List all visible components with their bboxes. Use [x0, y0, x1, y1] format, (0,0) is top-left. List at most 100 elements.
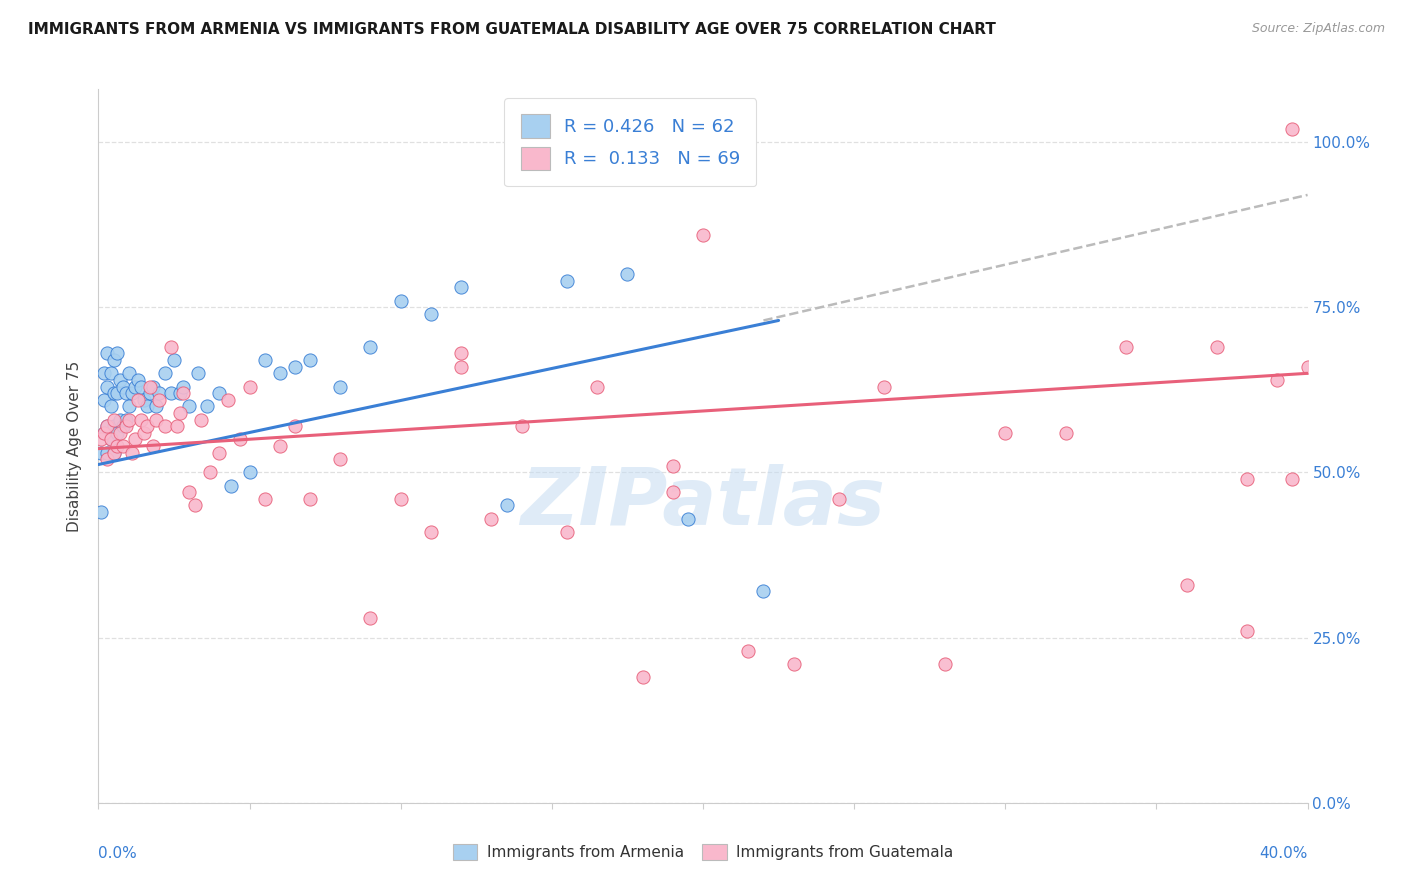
Point [208, 445, 231, 459]
Point [129, 379, 152, 393]
Point [132, 392, 155, 407]
Point [114, 386, 136, 401]
Point [389, 491, 412, 506]
Y-axis label: Disability Age Over 75: Disability Age Over 75 [67, 360, 83, 532]
Point [360, 340, 382, 354]
Point [118, 412, 141, 426]
Point [96, 419, 118, 434]
Text: IMMIGRANTS FROM ARMENIA VS IMMIGRANTS FROM GUATEMALA DISABILITY AGE OVER 75 CORR: IMMIGRANTS FROM ARMENIA VS IMMIGRANTS FR… [28, 22, 995, 37]
Point [108, 373, 131, 387]
Point [692, 227, 714, 242]
Point [269, 439, 291, 453]
Point [1054, 425, 1077, 440]
Point [187, 367, 209, 381]
Point [135, 419, 157, 434]
Point [100, 400, 122, 414]
Point [299, 491, 322, 506]
Point [586, 379, 609, 393]
Point [166, 419, 188, 434]
Point [139, 379, 162, 393]
Point [172, 386, 194, 401]
Point [555, 274, 578, 288]
Point [108, 425, 131, 440]
Point [752, 584, 775, 599]
Point [103, 445, 125, 459]
Point [217, 392, 239, 407]
Point [153, 367, 176, 381]
Point [103, 445, 125, 459]
Point [93, 392, 115, 407]
Point [105, 386, 128, 401]
Point [299, 353, 322, 368]
Point [124, 379, 146, 393]
Point [153, 419, 176, 434]
Point [145, 400, 167, 414]
Point [1281, 121, 1303, 136]
Point [555, 524, 578, 539]
Point [389, 293, 412, 308]
Point [329, 379, 352, 393]
Point [179, 400, 201, 414]
Point [111, 379, 134, 393]
Text: 40.0%: 40.0% [1260, 846, 1308, 861]
Point [111, 419, 134, 434]
Point [253, 353, 276, 368]
Point [145, 412, 167, 426]
Point [1206, 340, 1229, 354]
Point [737, 644, 759, 658]
Text: 0.0%: 0.0% [98, 846, 138, 861]
Point [160, 386, 183, 401]
Point [200, 466, 222, 480]
Point [873, 379, 896, 393]
Text: Source: ZipAtlas.com: Source: ZipAtlas.com [1251, 22, 1385, 36]
Point [142, 439, 165, 453]
Point [828, 491, 851, 506]
Point [1236, 472, 1258, 486]
Point [142, 379, 165, 393]
Point [1175, 578, 1198, 592]
Point [118, 367, 141, 381]
Point [93, 367, 115, 381]
Point [239, 379, 262, 393]
Point [100, 433, 122, 447]
Point [360, 611, 382, 625]
Point [420, 524, 443, 539]
Point [127, 392, 149, 407]
Point [420, 307, 443, 321]
Point [105, 425, 128, 440]
Point [450, 280, 472, 294]
Point [111, 439, 134, 453]
Point [676, 511, 699, 525]
Point [96, 445, 118, 459]
Point [994, 425, 1017, 440]
Point [195, 400, 218, 414]
Point [179, 485, 201, 500]
Point [481, 511, 503, 525]
Point [100, 367, 122, 381]
Text: ZIPatlas: ZIPatlas [520, 464, 886, 542]
Point [172, 379, 194, 393]
Point [783, 657, 806, 671]
Point [90, 445, 112, 459]
Point [1115, 340, 1137, 354]
Point [1236, 624, 1258, 638]
Point [229, 433, 252, 447]
Point [103, 386, 125, 401]
Point [221, 478, 243, 492]
Point [934, 657, 956, 671]
Point [495, 499, 517, 513]
Point [329, 452, 352, 467]
Point [121, 445, 143, 459]
Point [662, 458, 685, 473]
Legend: Immigrants from Armenia, Immigrants from Guatemala: Immigrants from Armenia, Immigrants from… [447, 838, 959, 866]
Point [184, 499, 207, 513]
Point [129, 412, 152, 426]
Point [108, 412, 131, 426]
Point [105, 439, 128, 453]
Point [121, 386, 143, 401]
Point [132, 425, 155, 440]
Point [114, 412, 136, 426]
Point [114, 419, 136, 434]
Point [284, 359, 307, 374]
Point [135, 400, 157, 414]
